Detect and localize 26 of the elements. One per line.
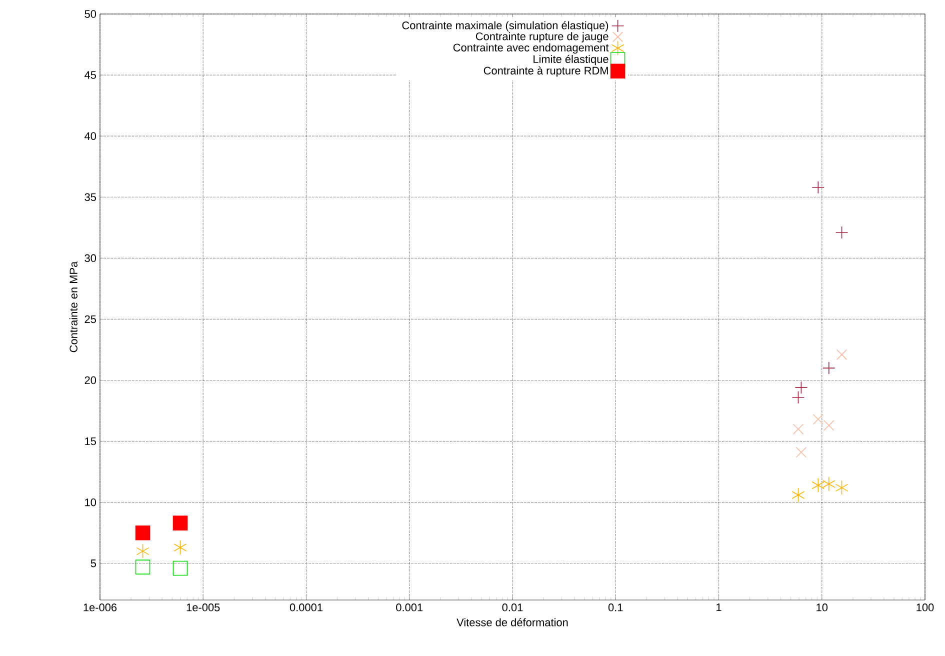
x-tick-label: 100	[916, 604, 934, 612]
legend-label: Limite élastique	[534, 54, 608, 66]
y-tick-label: 10	[85, 498, 96, 506]
legend-label: Contrainte rupture de jauge	[476, 32, 608, 42]
y-tick-label: 5	[90, 560, 96, 568]
legend-label: Contrainte avec endomagement	[453, 43, 609, 54]
y-tick-label: 40	[84, 132, 96, 140]
y-axis-title: Contrainte en MPa	[69, 261, 78, 352]
y-tick-label: 15	[85, 437, 96, 446]
x-tick-label: 1e-005	[186, 604, 220, 612]
x-tick-label: 0.01	[502, 604, 523, 612]
x-tick-label: 0.0001	[290, 604, 322, 612]
x-axis-title: Vitesse de déformation	[456, 618, 568, 626]
y-tick-label: 35	[84, 193, 96, 202]
legend-label: Contrainte à rupture RDM	[484, 66, 608, 77]
x-tick-label: 0.001	[396, 604, 423, 612]
y-tick-label: 45	[84, 71, 96, 79]
legend-label: Contrainte maximale (simulation élastique)	[402, 21, 608, 32]
x-tick-label: 1	[716, 604, 722, 612]
x-tick-label: 10	[816, 604, 828, 612]
x-tick-label: 0.1	[608, 604, 623, 612]
y-tick-label: 20	[84, 376, 96, 384]
y-tick-label: 50	[84, 10, 96, 18]
x-tick-label: 1e-006	[84, 604, 117, 612]
y-tick-label: 25	[84, 315, 96, 324]
y-tick-label: 30	[84, 254, 96, 262]
